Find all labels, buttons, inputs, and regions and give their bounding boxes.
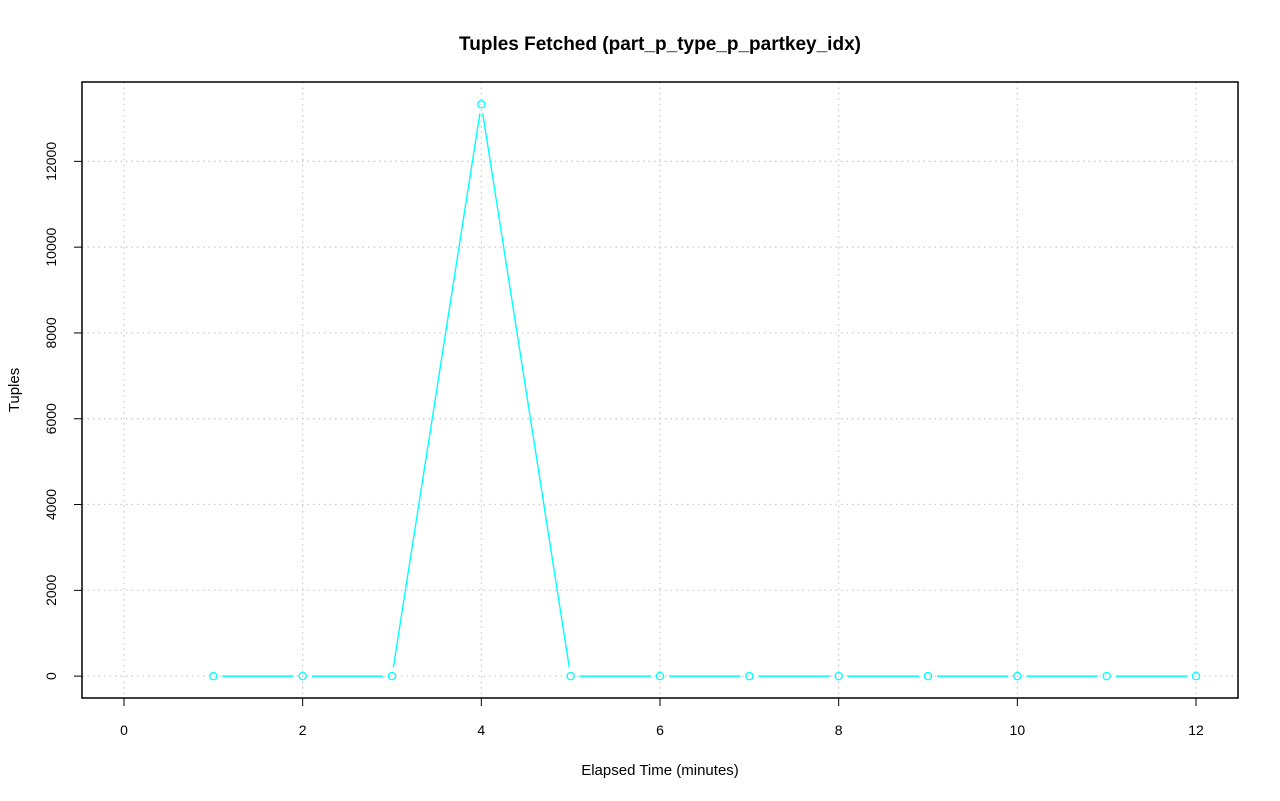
y-tick-label: 2000 <box>43 575 59 606</box>
data-point <box>1191 671 1201 681</box>
data-point <box>1102 671 1111 681</box>
y-axis: 0 2000 4000 6000 8000 10000 12000 <box>43 142 82 680</box>
y-tick-label: 4000 <box>43 489 59 520</box>
data-point <box>298 671 307 681</box>
x-tick-label: 12 <box>1188 722 1204 738</box>
chart-title: Tuples Fetched (part_p_type_p_partkey_id… <box>459 34 861 55</box>
data-point <box>209 671 218 681</box>
x-tick-label: 8 <box>835 722 843 738</box>
data-point <box>566 671 575 681</box>
data-point <box>1013 671 1022 681</box>
x-tick-label: 2 <box>299 722 307 738</box>
x-tick-label: 4 <box>477 722 485 738</box>
series-line-segment <box>482 113 570 668</box>
data-point <box>387 671 397 681</box>
y-axis-label: Tuples <box>6 368 23 412</box>
x-tick-label: 10 <box>1010 722 1026 738</box>
y-tick-label: 8000 <box>43 317 59 348</box>
data-point <box>834 671 843 681</box>
x-tick-label: 0 <box>120 722 128 738</box>
data-point <box>655 671 665 681</box>
y-tick-label: 10000 <box>43 227 59 266</box>
x-tick-label: 6 <box>656 722 664 738</box>
x-axis: 0 2 4 6 8 10 12 <box>120 698 1204 738</box>
grid <box>82 82 1238 698</box>
series-layer <box>209 100 1201 681</box>
y-tick-label: 6000 <box>43 403 59 434</box>
series-line-segment <box>392 113 481 668</box>
data-point <box>477 100 486 109</box>
x-axis-label: Elapsed Time (minutes) <box>581 762 739 779</box>
data-point <box>745 671 754 681</box>
y-tick-label: 0 <box>43 672 59 680</box>
data-point <box>923 671 933 681</box>
y-tick-label: 12000 <box>43 142 59 181</box>
